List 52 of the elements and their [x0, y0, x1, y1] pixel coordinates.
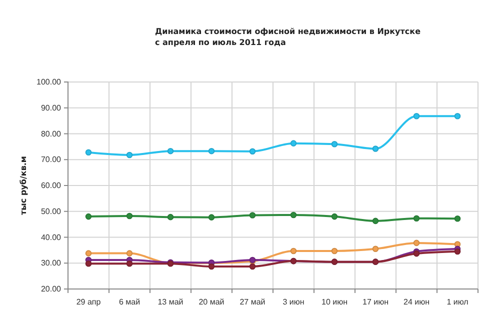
x-tick-label: 29 апр: [76, 298, 102, 307]
point: [372, 246, 379, 252]
point: [208, 263, 215, 270]
point: [331, 248, 338, 254]
point: [249, 148, 256, 154]
point: [454, 215, 461, 222]
x-tick-label: 10 июн: [321, 298, 348, 307]
y-tick-label: 40.00: [40, 232, 62, 242]
point: [126, 260, 133, 267]
x-tick-label: 6 май: [118, 298, 140, 307]
x-tick-label: 20 май: [198, 298, 224, 307]
y-tick-label: 70.00: [40, 155, 62, 164]
chart-title: Динамика стоимости офисной недвижимости в Иркутске с апреля по июль 2011 года: [155, 27, 422, 47]
point: [126, 212, 133, 220]
y-tick-label: 20.00: [40, 284, 62, 294]
point: [167, 214, 174, 220]
point: [85, 250, 92, 256]
point: [126, 250, 133, 256]
y-tick-label: 60.00: [40, 181, 62, 190]
point: [126, 152, 133, 158]
point: [85, 260, 92, 267]
point: [208, 214, 215, 220]
y-tick-label: 90.00: [40, 103, 62, 112]
point: [167, 148, 174, 154]
point: [290, 248, 297, 254]
point: [249, 263, 256, 270]
point: [85, 213, 92, 220]
point: [290, 212, 297, 218]
x-tick-label: 17 июн: [362, 298, 389, 307]
x-tick-label: 3 июн: [282, 298, 304, 307]
point: [331, 213, 338, 220]
point: [372, 218, 379, 224]
y-tick-label: 50.00: [40, 206, 62, 216]
point: [454, 248, 461, 255]
point: [249, 212, 256, 218]
point: [413, 113, 420, 120]
x-tick-label: 24 июн: [403, 298, 430, 307]
point: [290, 140, 297, 146]
point: [454, 113, 461, 120]
point: [85, 149, 92, 156]
y-tick-label: 30.00: [40, 258, 62, 268]
point: [372, 146, 379, 152]
y-tick-label: 100.00: [36, 78, 62, 87]
y-axis-title: тыс руб/кв.м: [19, 156, 28, 215]
point: [413, 240, 420, 246]
x-tick-label: 27 май: [240, 298, 266, 307]
y-tick-label: 80.00: [40, 129, 62, 138]
point: [331, 140, 338, 148]
x-tick-label: 1 июл: [446, 298, 469, 307]
x-tick-label: 13 май: [158, 298, 184, 307]
point: [208, 148, 215, 154]
point: [413, 215, 420, 222]
